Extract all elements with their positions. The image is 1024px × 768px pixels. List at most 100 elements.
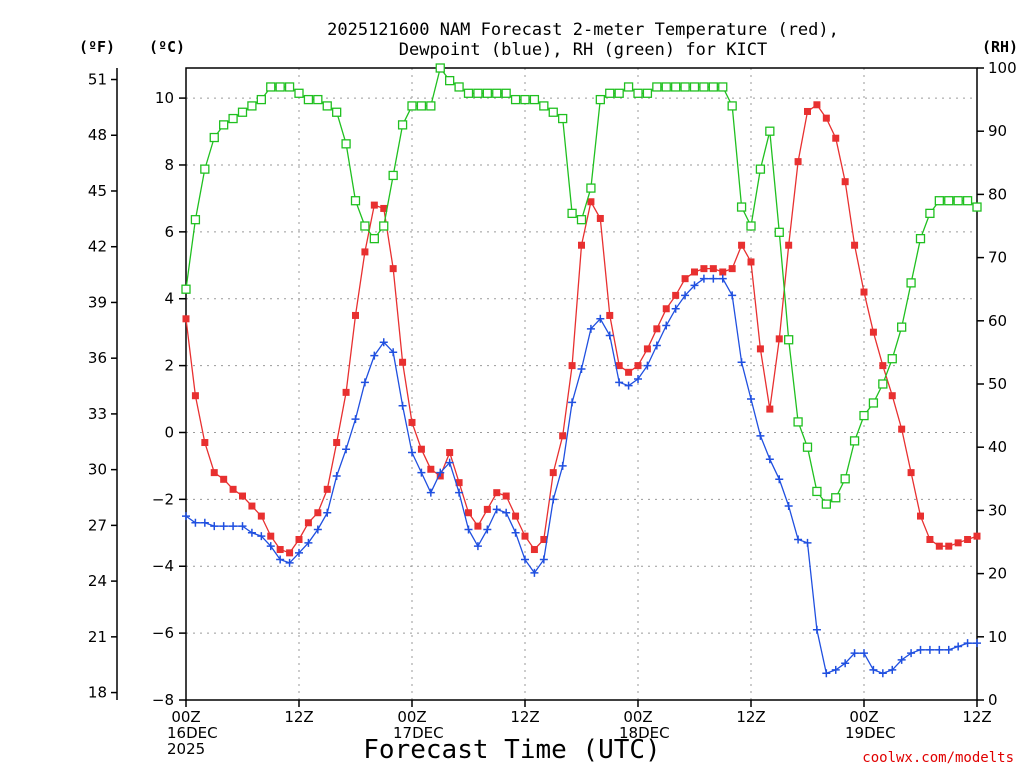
dewpoint-point: [699, 274, 708, 283]
temperature-point: [747, 258, 755, 266]
temperature-point: [182, 315, 190, 323]
temperature-point: [446, 449, 454, 457]
relative_humidity-point: [266, 82, 276, 92]
relative_humidity-point: [736, 202, 747, 212]
relative_humidity-point: [247, 101, 257, 111]
relative_humidity-point: [821, 499, 831, 509]
temperature-point: [860, 288, 868, 296]
relative_humidity-point: [237, 107, 248, 117]
relative_humidity-point: [953, 196, 963, 206]
relative_humidity-point: [868, 398, 879, 408]
temperature-point: [578, 241, 585, 249]
chart-title-line-2: Dewpoint (blue), RH (green) for KICT: [399, 40, 767, 60]
relative_humidity-point: [350, 196, 361, 206]
relative_humidity-point: [962, 196, 973, 206]
relative_humidity-point: [812, 486, 822, 497]
dewpoint-point: [210, 522, 219, 531]
dewpoint-point: [765, 455, 774, 464]
temperature-point: [239, 492, 246, 500]
relative_humidity-point: [322, 101, 332, 111]
dewpoint-point: [238, 522, 247, 531]
relative_humidity-point: [727, 101, 737, 111]
dewpoint-point: [455, 488, 464, 497]
temperature-point: [634, 362, 642, 370]
temperature-point: [483, 505, 491, 513]
relative_humidity-point: [567, 208, 577, 219]
relative_humidity-point: [595, 94, 605, 105]
dewpoint-point: [878, 669, 887, 678]
temperature-point: [691, 268, 698, 276]
temperature-point: [945, 542, 953, 550]
dewpoint-point: [351, 415, 360, 424]
fahrenheit-axis-label: (ºF): [79, 38, 115, 56]
fahrenheit-tick-label: 36: [88, 349, 107, 367]
temperature-point: [775, 335, 783, 343]
relative_humidity-point: [209, 132, 219, 143]
temperature-point: [832, 134, 840, 142]
temperature-point: [785, 241, 793, 249]
dewpoint-point: [247, 528, 256, 537]
dewpoint-point: [577, 364, 586, 373]
dewpoint-point: [596, 314, 605, 323]
relative_humidity-point: [633, 88, 643, 98]
temperature-point: [615, 362, 623, 370]
celsius-tick-label: −2: [152, 490, 174, 508]
dewpoint-point: [709, 274, 718, 283]
dewpoint-point: [737, 358, 746, 367]
relative_humidity-point: [463, 88, 474, 98]
dewpoint-point: [652, 341, 661, 350]
dewpoint-point: [473, 542, 482, 551]
relative_humidity-point: [887, 354, 897, 364]
fahrenheit-tick-label: 48: [88, 126, 107, 144]
dewpoint-point: [182, 512, 190, 521]
fahrenheit-tick-label: 18: [88, 684, 107, 702]
celsius-tick-label: 2: [164, 357, 174, 375]
temperature-point: [596, 214, 604, 222]
dewpoint-point: [841, 659, 850, 668]
temperature-point: [869, 328, 877, 336]
temperature-point: [257, 512, 265, 520]
relative_humidity-point: [831, 493, 841, 503]
temperature-point: [907, 469, 915, 477]
temperature-point: [474, 522, 482, 530]
x-tick-label: 17DEC: [393, 724, 444, 742]
dewpoint-point: [925, 645, 934, 654]
dewpoint-point: [973, 639, 981, 648]
celsius-tick-label: −6: [152, 624, 174, 642]
relative_humidity-point: [313, 94, 323, 105]
temperature-point: [389, 265, 397, 273]
dewpoint-point: [681, 291, 690, 300]
rh-tick-label: 10: [988, 628, 1007, 646]
temperature-point: [888, 392, 896, 400]
temperature-point: [917, 512, 924, 520]
dewpoint-point: [775, 475, 784, 484]
dewpoint-point: [313, 525, 322, 534]
relative_humidity-point: [416, 101, 427, 111]
dewpoint-point: [568, 398, 577, 407]
relative_humidity-point: [473, 88, 483, 98]
relative_humidity-point: [906, 278, 916, 288]
rh-tick-label: 0: [988, 691, 998, 709]
dewpoint-point: [784, 502, 793, 511]
temperature-point: [766, 405, 774, 413]
dewpoint-point: [521, 555, 529, 564]
temperature-point: [643, 345, 651, 353]
temperature-point: [822, 114, 830, 122]
dewpoint-point: [483, 525, 492, 534]
fahrenheit-tick-label: 24: [88, 572, 107, 590]
relative_humidity-point: [341, 139, 351, 149]
temperature-point: [926, 535, 934, 543]
relative_humidity-point: [840, 474, 850, 484]
dewpoint-point: [747, 395, 755, 404]
chart-axes: 182124273033363942454851−8−6−4−202468100…: [88, 59, 1017, 758]
relative_humidity-point: [614, 88, 624, 98]
temperature-point: [700, 265, 708, 273]
temperature-point: [813, 101, 821, 109]
temperature-point: [804, 107, 811, 115]
temperature-point: [794, 158, 802, 166]
temperature-point: [417, 445, 425, 453]
fahrenheit-tick-label: 51: [88, 71, 107, 89]
dewpoint-point: [888, 665, 897, 674]
relative_humidity-point: [558, 113, 568, 124]
rh-axis-label: (RH): [982, 38, 1018, 56]
